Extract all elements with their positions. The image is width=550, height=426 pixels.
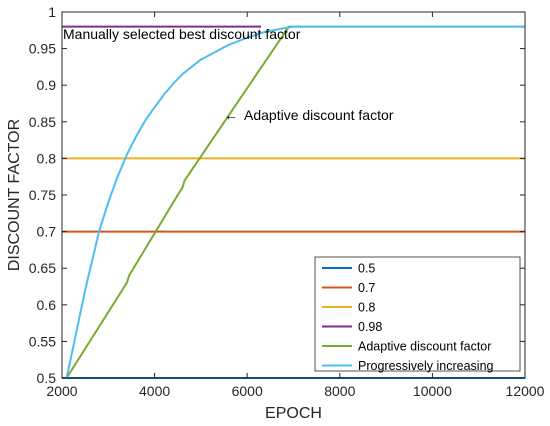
y-tick-label: 0.85	[29, 114, 56, 130]
series-line-progressively-increasing	[65, 25, 525, 379]
y-tick-label: 0.5	[37, 370, 57, 386]
annotation-adaptive-label: Adaptive discount factor	[244, 107, 394, 123]
legend-label-0-98: 0.98	[358, 320, 382, 334]
y-tick-label: 0.7	[37, 224, 57, 240]
x-tick-label: 8000	[324, 383, 355, 399]
series-line-adaptive-discount-factor	[65, 25, 525, 379]
y-axis-title: DISCOUNT FACTOR	[6, 119, 23, 271]
x-ticks: 2000 4000 6000 8000 10000 12000	[46, 12, 545, 399]
x-tick-label: 2000	[46, 383, 77, 399]
x-tick-label: 6000	[232, 383, 263, 399]
legend-box	[314, 256, 521, 372]
annotation-arrow-symbol: ←	[224, 107, 238, 123]
legend-entries: 0.5 0.7 0.8 0.98 Adaptive discount factor Pro…	[322, 262, 494, 373]
y-tick-label: 0.65	[29, 260, 56, 276]
legend-label-0-5: 0.5	[358, 262, 375, 276]
legend-label-0-8: 0.8	[358, 301, 375, 315]
y-tick-label: 0.9	[37, 77, 57, 93]
legend-label-adaptive-discount-factor: Adaptive discount factor	[358, 340, 491, 354]
x-tick-label: 10000	[413, 383, 452, 399]
legend-label-progressively-increasing: Progressively increasing	[358, 359, 494, 373]
legend: 0.5 0.7 0.8 0.98 Adaptive discount factor Pro…	[314, 256, 521, 373]
annotation-adaptive: ← Adaptive discount factor	[224, 107, 394, 123]
y-tick-label: 0.55	[29, 333, 56, 349]
y-tick-label: 0.6	[37, 297, 57, 313]
x-axis-title: EPOCH	[265, 405, 322, 422]
y-tick-label: 1	[48, 4, 56, 20]
annotation-best-discount: Manually selected best discount factor	[63, 26, 301, 42]
legend-label-0-7: 0.7	[358, 281, 375, 295]
y-tick-label: 0.75	[29, 187, 56, 203]
y-tick-label: 0.95	[29, 41, 56, 57]
x-tick-label: 12000	[506, 383, 545, 399]
y-ticks: 0.5 0.55 0.6 0.65 0.7 0.75 0.8 0.85 0.9 0.95 1	[29, 4, 525, 386]
y-tick-label: 0.8	[37, 150, 57, 166]
x-tick-label: 4000	[139, 383, 170, 399]
